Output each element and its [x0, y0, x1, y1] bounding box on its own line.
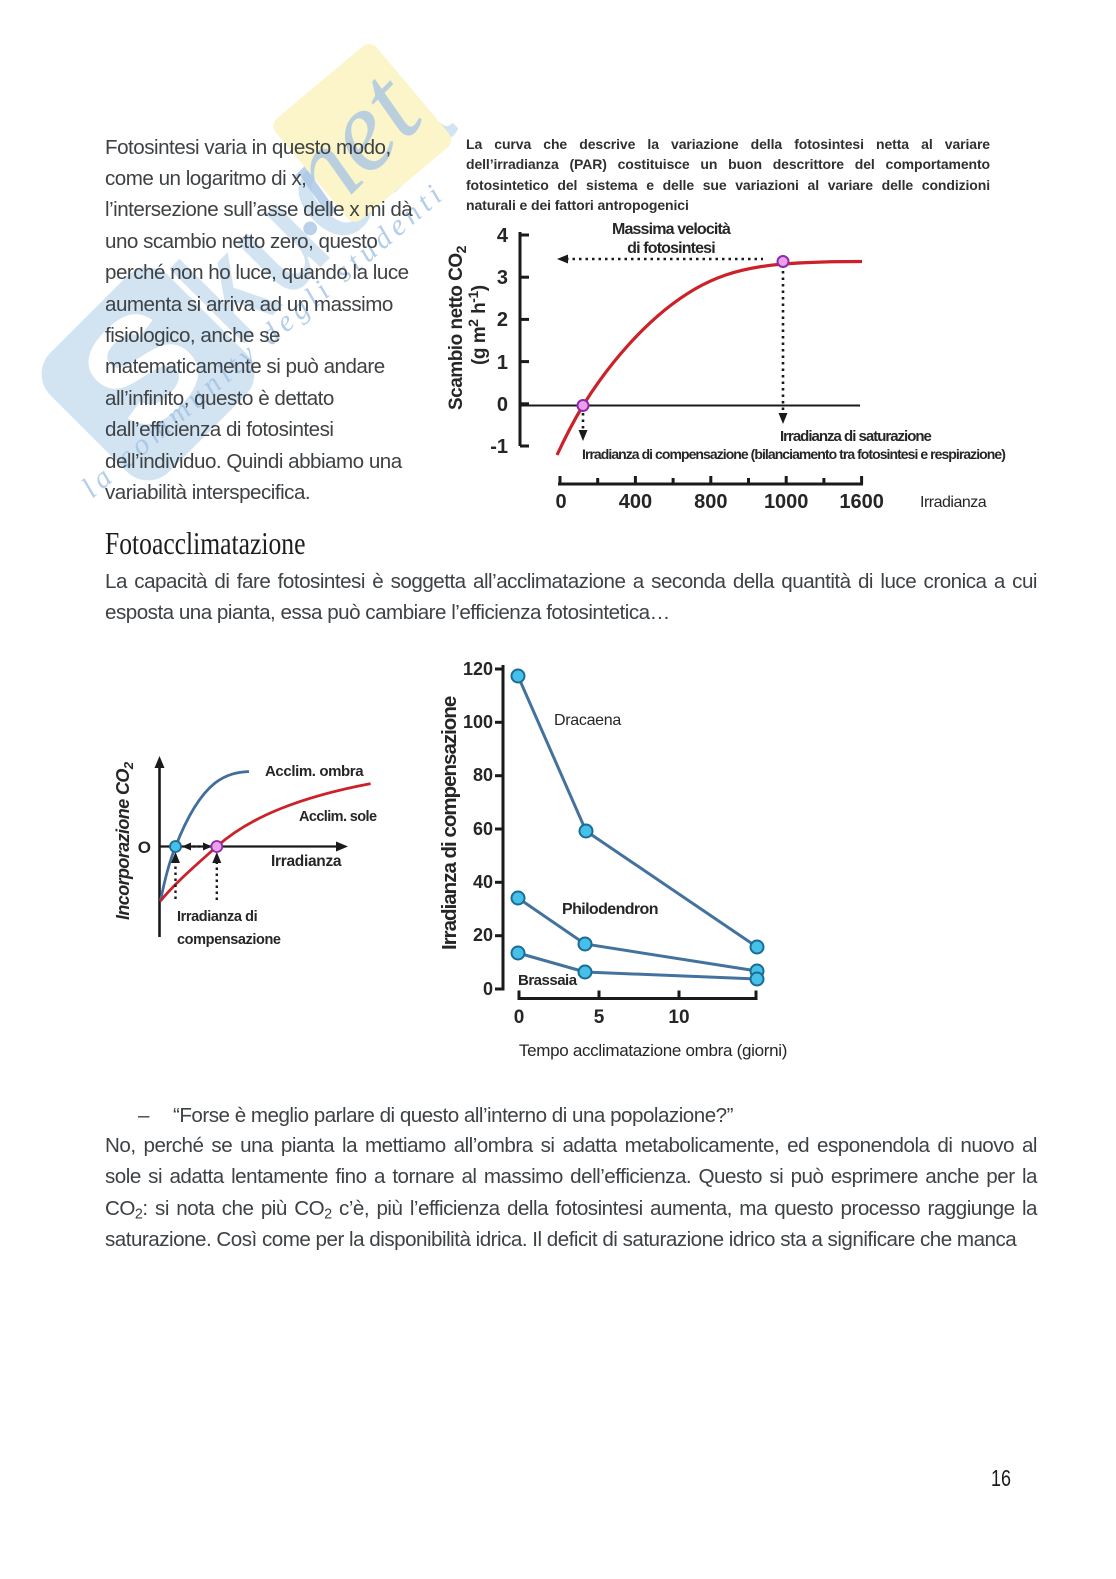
svg-text:5: 5	[594, 1007, 605, 1028]
svg-text:Acclim. sole: Acclim. sole	[299, 809, 377, 825]
svg-text:400: 400	[619, 491, 652, 513]
svg-text:1600: 1600	[839, 491, 884, 513]
svg-text:Philodendron: Philodendron	[562, 901, 658, 918]
svg-text:Brassaia: Brassaia	[518, 972, 578, 989]
svg-text:O: O	[138, 838, 151, 857]
svg-text:3: 3	[497, 267, 508, 289]
svg-text:Irradianza di: Irradianza di	[177, 909, 257, 925]
svg-text:Dracaena: Dracaena	[554, 712, 621, 729]
svg-text:Acclim. ombra: Acclim. ombra	[265, 763, 364, 780]
svg-text:Irradianza di compensazione: Irradianza di compensazione	[438, 696, 461, 950]
svg-text:-1: -1	[490, 436, 508, 458]
svg-text:0: 0	[497, 394, 508, 416]
svg-text:0: 0	[483, 979, 493, 999]
svg-text:800: 800	[694, 491, 727, 513]
svg-text:1: 1	[497, 352, 508, 374]
svg-text:80: 80	[473, 765, 493, 785]
svg-text:1000: 1000	[764, 491, 809, 513]
svg-text:60: 60	[473, 819, 493, 839]
svg-text:10: 10	[668, 1007, 689, 1028]
svg-text:2: 2	[497, 309, 508, 331]
svg-text:4: 4	[497, 225, 509, 247]
svg-text:di fotosintesi: di fotosintesi	[627, 240, 715, 257]
svg-text:40: 40	[473, 872, 493, 892]
svg-text:Irradianza di compensazione (b: Irradianza di compensazione (bilanciamen…	[582, 446, 1005, 462]
svg-text:120: 120	[463, 659, 493, 679]
svg-text:Incorporazione CO2: Incorporazione CO2	[113, 761, 136, 920]
svg-text:(g m2 h-1): (g m2 h-1)	[465, 285, 490, 365]
svg-text:Irradianza: Irradianza	[271, 853, 342, 870]
svg-text:Irradianza di saturazione: Irradianza di saturazione	[780, 428, 932, 445]
svg-text:100: 100	[463, 712, 493, 732]
svg-text:Massima velocità: Massima velocità	[612, 221, 731, 238]
svg-text:Irradianza: Irradianza	[920, 494, 987, 511]
svg-text:compensazione: compensazione	[177, 932, 281, 948]
svg-text:0: 0	[555, 491, 566, 513]
svg-text:20: 20	[473, 925, 493, 945]
svg-text:Scambio netto CO2: Scambio netto CO2	[446, 245, 469, 410]
svg-text:Tempo acclimatazione ombra (gi: Tempo acclimatazione ombra (giorni)	[519, 1041, 787, 1060]
svg-text:0: 0	[514, 1007, 525, 1028]
